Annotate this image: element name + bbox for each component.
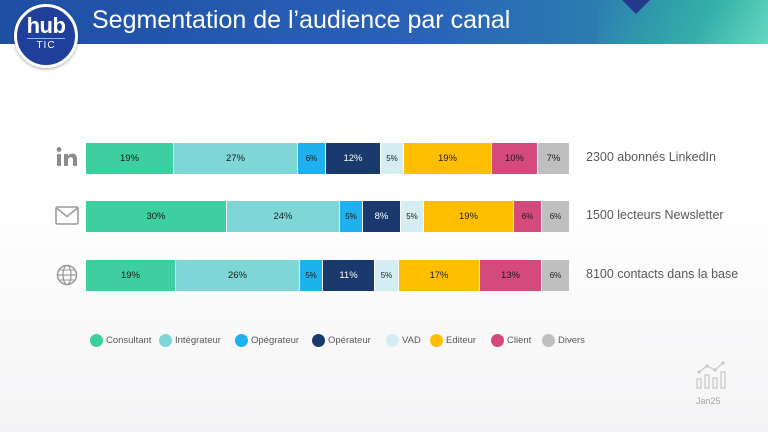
row-label: 8100 contacts dans la base xyxy=(586,267,739,281)
bar-segment: 19% xyxy=(424,201,513,232)
bar-segment: 5% xyxy=(340,201,362,232)
bar-segment: 12% xyxy=(326,143,380,174)
logo-text-top: hub xyxy=(26,13,66,38)
legend-item: Opérateur xyxy=(312,332,371,348)
legend-label: VAD xyxy=(402,334,421,346)
legend-label: Opérateur xyxy=(328,334,371,346)
logo-text-bottom: TIC xyxy=(36,40,56,51)
bar-segment: 19% xyxy=(86,260,175,291)
legend-item: Divers xyxy=(542,332,585,348)
bar-segment: 5% xyxy=(401,201,423,232)
legend-swatch xyxy=(542,333,555,347)
bar-row: 30% 24% 5% 8% 5% 19% 6% 6% xyxy=(86,201,570,232)
envelope-icon xyxy=(55,206,79,225)
legend-item: Consultant xyxy=(90,332,151,348)
bar-segment: 11% xyxy=(323,260,374,291)
chart-icon xyxy=(696,361,726,389)
bar-segment: 10% xyxy=(492,143,537,174)
bar-segment: 5% xyxy=(375,260,398,291)
logo-divider xyxy=(27,38,65,39)
legend-item: Client xyxy=(491,332,531,348)
legend-item: Intégrateur xyxy=(159,332,221,348)
header-triangle xyxy=(622,0,650,14)
bar-segment: 26% xyxy=(176,260,299,291)
bar-segment: 6% xyxy=(298,143,325,174)
bar-segment: 8% xyxy=(363,201,400,232)
legend-swatch xyxy=(430,333,443,347)
legend-item: VAD xyxy=(386,332,421,348)
legend-swatch xyxy=(386,333,399,347)
page-title: Segmentation de l’audience par canal xyxy=(92,6,511,34)
header-bar: Segmentation de l’audience par canal xyxy=(0,0,768,44)
legend-item: Editeur xyxy=(430,332,476,348)
bar-segment: 19% xyxy=(86,143,173,174)
legend-label: Client xyxy=(507,334,532,346)
bar-segment: 17% xyxy=(399,260,479,291)
legend-item: Opégrateur xyxy=(235,332,299,348)
bar-segment: 5% xyxy=(381,143,403,174)
bar-segment: 19% xyxy=(404,143,491,174)
bar-segment: 6% xyxy=(542,201,569,232)
legend-label: Opégrateur xyxy=(251,334,300,346)
bar-row: 19% 26% 5% 11% 5% 17% 13% 6% xyxy=(86,260,570,291)
globe-icon xyxy=(56,264,78,286)
legend-swatch xyxy=(235,333,248,347)
linkedin-icon xyxy=(56,147,77,166)
bar-segment: 7% xyxy=(538,143,569,174)
bar-segment: 27% xyxy=(174,143,297,174)
bar-segment: 6% xyxy=(514,201,541,232)
legend-swatch xyxy=(312,333,325,347)
legend-swatch xyxy=(90,333,103,347)
footer-date: Jan25 xyxy=(696,396,721,406)
legend-label: Divers xyxy=(558,334,585,346)
legend-label: Editeur xyxy=(446,334,477,346)
legend-label: Consultant xyxy=(106,334,152,346)
legend-label: Intégrateur xyxy=(175,334,221,346)
legend-swatch xyxy=(491,333,504,347)
bar-segment: 24% xyxy=(227,201,339,232)
row-label: 2300 abonnés LinkedIn xyxy=(586,150,716,164)
row-label: 1500 lecteurs Newsletter xyxy=(586,208,724,222)
legend-swatch xyxy=(159,333,172,347)
bar-segment: 6% xyxy=(542,260,569,291)
bar-segment: 30% xyxy=(86,201,226,232)
bar-segment: 5% xyxy=(300,260,322,291)
bar-segment: 13% xyxy=(480,260,541,291)
bar-row: 19% 27% 6% 12% 5% 19% 10% 7% xyxy=(86,143,570,174)
hubtic-logo: hub TIC xyxy=(14,4,78,68)
